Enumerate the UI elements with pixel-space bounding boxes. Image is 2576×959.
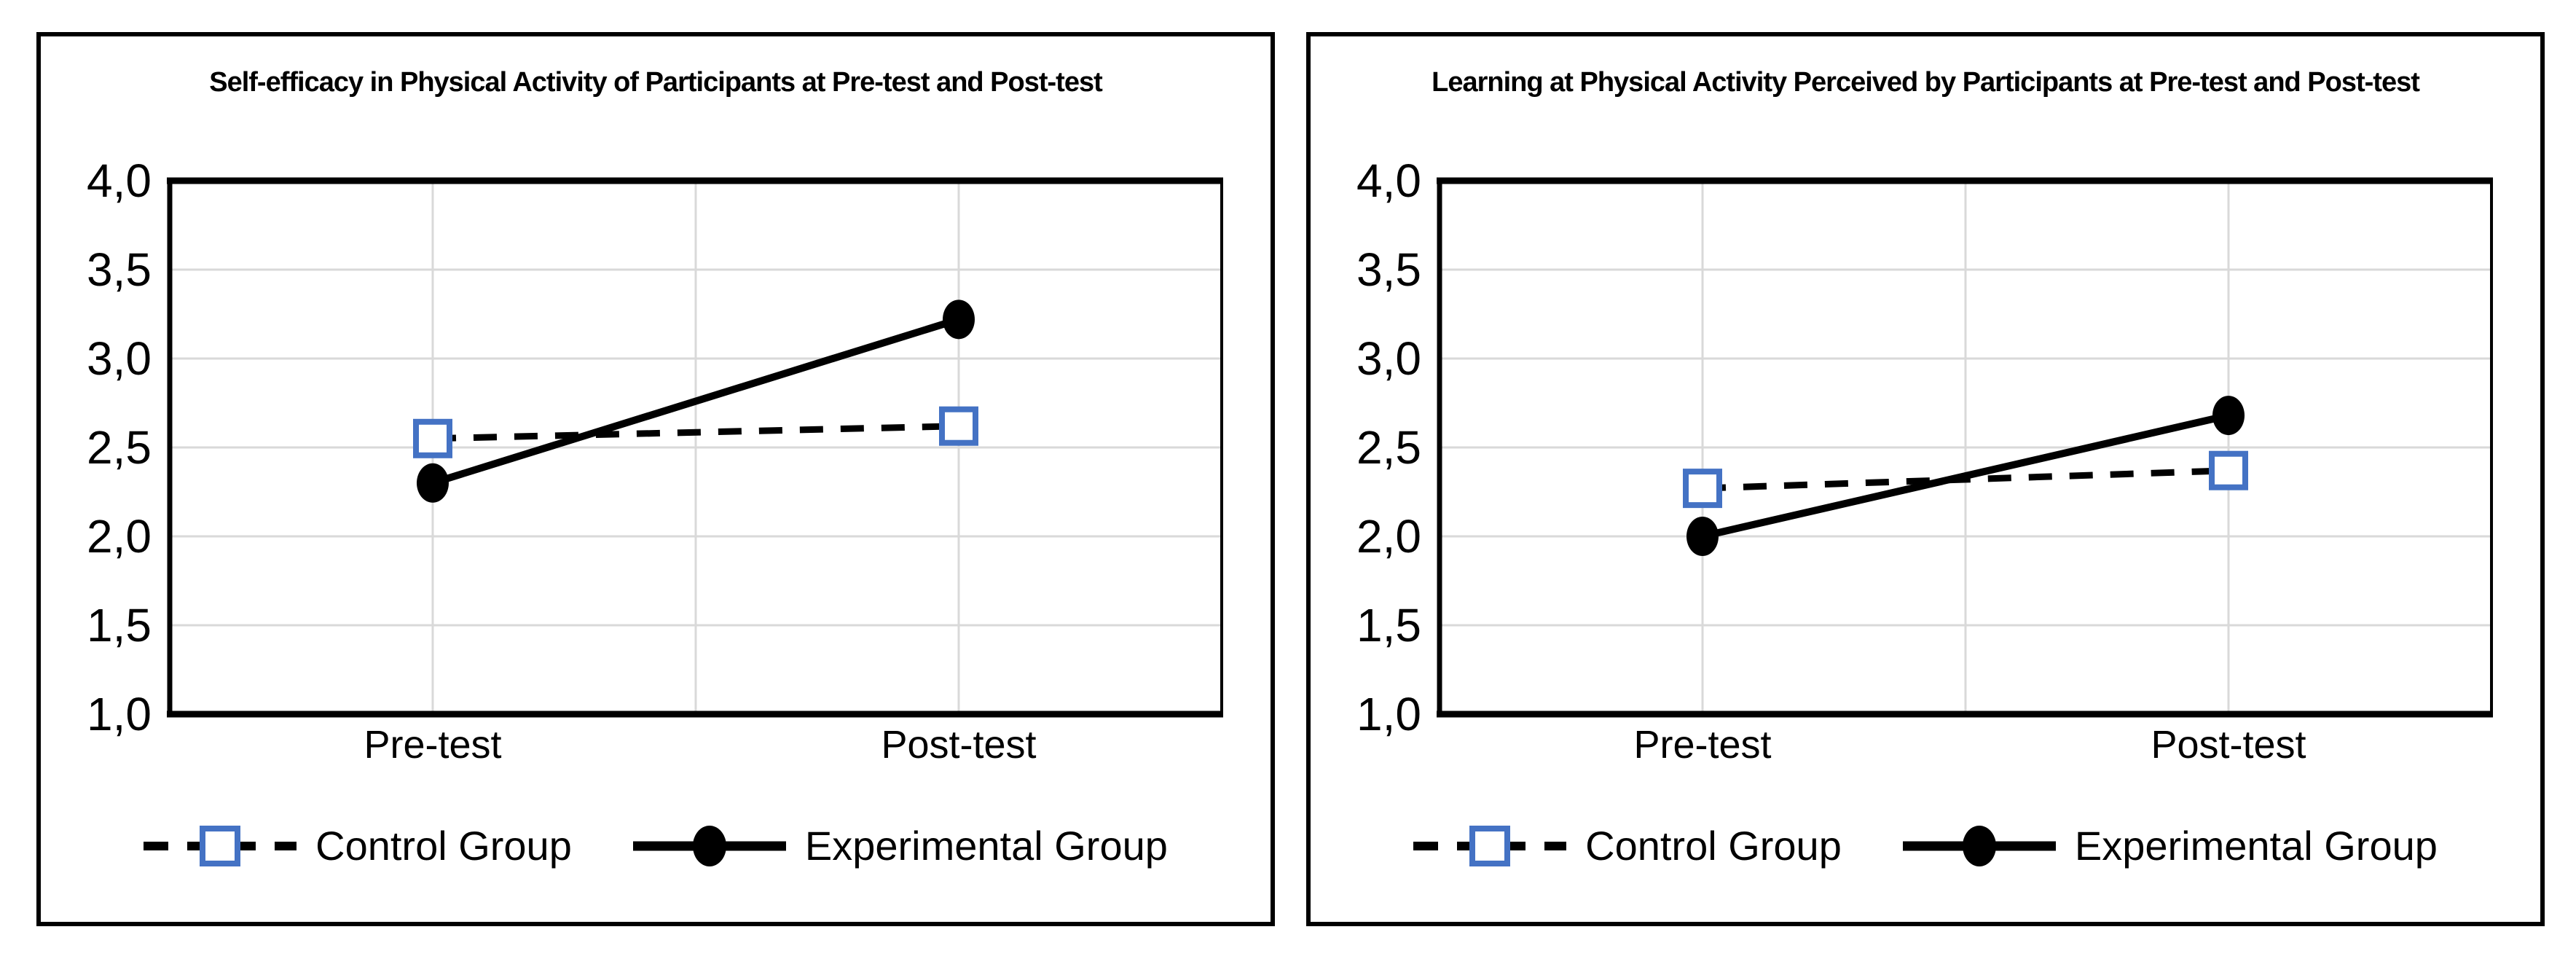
y-tick-label: 2,5 xyxy=(1356,421,1421,474)
legend-label: Experimental Group xyxy=(2074,823,2438,869)
y-tick-label: 3,0 xyxy=(1356,332,1421,385)
y-tick-label: 3,5 xyxy=(87,243,152,296)
chart-title: Learning at Physical Activity Perceived … xyxy=(1432,67,2420,98)
self-efficacy-chart-panel: 4,0 3,5 3,0 2,5 2,0 1,5 1,0 Pre-test Post-test S… xyxy=(36,32,1275,926)
experimental-series-line xyxy=(1701,412,2230,540)
x-tick-label: Pre-test xyxy=(1633,723,1771,767)
experimental-legend-marker xyxy=(1962,825,1996,866)
y-tick-label: 2,5 xyxy=(87,421,152,474)
y-tick-label: 1,5 xyxy=(1356,599,1421,651)
self-efficacy-chart-plot: 4,0 3,5 3,0 2,5 2,0 1,5 1,0 Pre-test Post-test xyxy=(87,154,1223,767)
experimental-series-glyph-icon xyxy=(632,825,786,866)
control-marker xyxy=(413,418,452,458)
y-tick-label: 1,0 xyxy=(87,688,152,740)
control-marker xyxy=(2209,450,2248,490)
control-legend-marker xyxy=(1469,825,1511,866)
control-series-glyph-icon xyxy=(144,825,297,866)
y-tick-label: 3,0 xyxy=(87,332,152,385)
x-tick-label: Post-test xyxy=(881,723,1036,767)
control-marker xyxy=(1683,469,1722,509)
x-tick-label: Post-test xyxy=(2151,723,2306,767)
learning-chart-panel: 4,0 3,5 3,0 2,5 2,0 1,5 1,0 Pre-test Post-test L… xyxy=(1306,32,2545,926)
y-tick-label: 2,0 xyxy=(87,510,152,563)
y-tick-label: 4,0 xyxy=(1356,154,1421,207)
y-tick-label: 4,0 xyxy=(87,154,152,207)
y-tick-label: 1,5 xyxy=(87,599,152,651)
chart-title: Self-efficacy in Physical Activity of Pa… xyxy=(209,67,1103,98)
control-legend-marker xyxy=(200,825,241,866)
experimental-marker xyxy=(417,463,449,503)
experimental-series-glyph-icon xyxy=(1902,825,2056,866)
experimental-marker xyxy=(1686,517,1719,556)
legend-label: Control Group xyxy=(1585,823,1842,869)
legend-label: Control Group xyxy=(315,823,572,869)
y-tick-label: 2,0 xyxy=(1356,510,1421,563)
experimental-series-line xyxy=(431,316,960,487)
experimental-marker xyxy=(943,300,975,340)
legend-item-control: Control Group xyxy=(144,822,572,869)
x-tick-label: Pre-test xyxy=(364,723,501,767)
control-marker xyxy=(939,406,978,446)
legend: Control Group Experimental Group xyxy=(41,822,1271,869)
learning-chart-plot: 4,0 3,5 3,0 2,5 2,0 1,5 1,0 Pre-test Post-test xyxy=(1356,154,2493,767)
experimental-marker xyxy=(2212,396,2245,436)
legend-item-control: Control Group xyxy=(1413,822,1842,869)
legend-item-experimental: Experimental Group xyxy=(632,822,1168,869)
legend-label: Experimental Group xyxy=(804,823,1168,869)
legend-item-experimental: Experimental Group xyxy=(1902,822,2438,869)
y-tick-label: 1,0 xyxy=(1356,688,1421,740)
control-series-line xyxy=(432,423,959,442)
y-tick-label: 3,5 xyxy=(1356,243,1421,296)
legend: Control Group Experimental Group xyxy=(1311,822,2540,869)
experimental-legend-marker xyxy=(692,825,726,866)
control-series-glyph-icon xyxy=(1413,825,1567,866)
